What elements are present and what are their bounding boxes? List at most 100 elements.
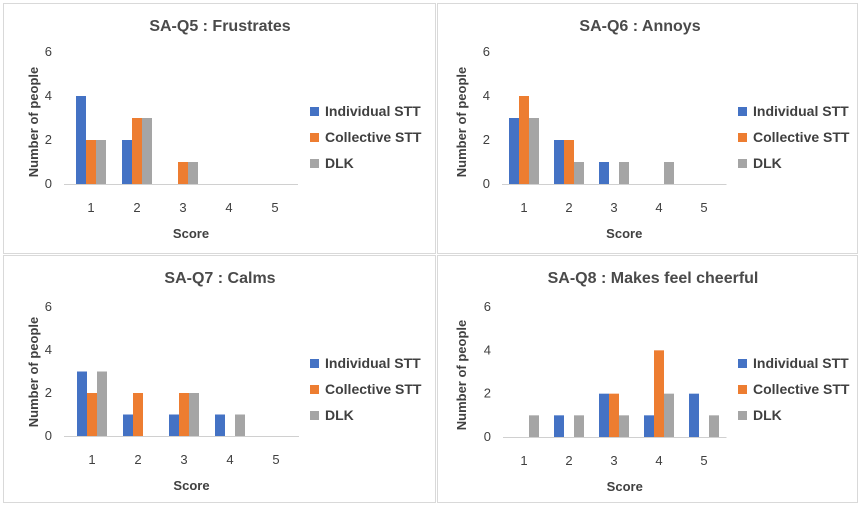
x-tick-label: 5 (700, 453, 707, 468)
legend-label-collective: Collective STT (325, 129, 422, 145)
bar-collective-score-3 (178, 162, 188, 184)
bar-dlk-score-2 (142, 118, 152, 184)
bar-collective-score-1 (519, 96, 529, 184)
x-tick-label: 5 (271, 200, 278, 215)
legend-swatch-dlk (738, 159, 747, 168)
legend-swatch-collective (738, 385, 747, 394)
bar-individual-score-3 (599, 393, 609, 437)
y-tick-label: 4 (484, 342, 491, 357)
bar-collective-score-1 (87, 393, 97, 436)
legend-label-collective: Collective STT (325, 381, 422, 397)
bar-dlk-score-3 (189, 393, 199, 436)
legend-label-dlk: DLK (325, 407, 354, 423)
bar-individual-score-4 (644, 415, 654, 437)
chart-panel-q8: SA-Q8 : Makes feel cheerful 0 2 4 6 1 2 3 4 5 Scor… (454, 270, 850, 494)
bar-dlk-score-5 (709, 415, 719, 437)
x-tick-label: 4 (226, 452, 233, 467)
bar-individual-score-4 (215, 414, 225, 436)
bar-dlk-score-1 (97, 371, 107, 436)
y-tick-label: 4 (45, 88, 52, 103)
x-tick-label: 4 (655, 200, 662, 215)
bar-collective-score-2 (133, 393, 143, 436)
legend-label-individual: Individual STT (325, 103, 421, 119)
y-tick-label: 0 (45, 176, 52, 191)
chart-title: SA-Q5 : Frustrates (149, 18, 290, 35)
legend-swatch-collective (310, 133, 319, 142)
legend-swatch-dlk (310, 159, 319, 168)
bar-dlk-score-1 (529, 118, 539, 184)
bar-dlk-score-4 (664, 162, 674, 184)
panel-border-q8 (437, 255, 858, 503)
bar-individual-score-1 (77, 371, 87, 436)
x-axis-title: Score (606, 226, 642, 241)
x-tick-label: 1 (520, 200, 527, 215)
bar-dlk-score-2 (574, 415, 584, 437)
bar-individual-score-1 (76, 96, 86, 184)
chart-panel-q7: SA-Q7 : Calms 0 2 4 6 1 2 3 4 5 Score Number of peo… (26, 270, 422, 493)
y-tick-label: 2 (45, 385, 52, 400)
bar-dlk-score-1 (529, 415, 539, 437)
panel-border-q7 (3, 255, 436, 503)
legend-label-dlk: DLK (753, 155, 782, 171)
x-tick-label: 1 (88, 452, 95, 467)
x-tick-label: 3 (610, 200, 617, 215)
y-axis-title: Number of people (26, 67, 41, 178)
y-tick-label: 4 (483, 88, 490, 103)
x-tick-label: 3 (610, 453, 617, 468)
chart-panel-q6: SA-Q6 : Annoys 0 2 4 6 1 2 3 4 5 Score Number of pe… (454, 18, 850, 241)
x-tick-label: 5 (700, 200, 707, 215)
bar-collective-score-2 (564, 140, 574, 184)
bar-individual-score-1 (509, 118, 519, 184)
legend-label-dlk: DLK (325, 155, 354, 171)
x-tick-label: 2 (565, 453, 572, 468)
bar-dlk-score-4 (664, 393, 674, 437)
y-tick-label: 0 (484, 429, 491, 444)
legend-label-dlk: DLK (753, 407, 782, 423)
y-tick-label: 6 (483, 44, 490, 59)
y-axis-title: Number of people (26, 317, 41, 428)
chart-title: SA-Q7 : Calms (164, 270, 275, 287)
bar-dlk-score-3 (188, 162, 198, 184)
bar-individual-score-2 (122, 140, 132, 184)
x-axis-title: Score (607, 479, 643, 494)
y-tick-label: 6 (45, 299, 52, 314)
y-tick-label: 2 (45, 132, 52, 147)
x-axis-title: Score (173, 226, 209, 241)
bar-individual-score-3 (599, 162, 609, 184)
bar-collective-score-4 (654, 350, 664, 437)
legend-swatch-collective (738, 133, 747, 142)
x-tick-label: 2 (133, 200, 140, 215)
x-tick-label: 4 (225, 200, 232, 215)
x-tick-label: 2 (134, 452, 141, 467)
x-tick-label: 1 (520, 453, 527, 468)
x-tick-label: 2 (565, 200, 572, 215)
legend-swatch-collective (310, 385, 319, 394)
bar-dlk-score-3 (619, 415, 629, 437)
y-tick-label: 0 (483, 176, 490, 191)
y-axis-title: Number of people (454, 67, 469, 178)
y-axis-title: Number of people (454, 320, 469, 431)
x-tick-label: 3 (180, 452, 187, 467)
legend-swatch-dlk (310, 411, 319, 420)
x-tick-label: 3 (179, 200, 186, 215)
x-axis-title: Score (173, 478, 209, 493)
bar-collective-score-3 (179, 393, 189, 436)
y-tick-label: 4 (45, 342, 52, 357)
bar-dlk-score-2 (574, 162, 584, 184)
y-tick-label: 2 (483, 132, 490, 147)
panel-border-q6 (437, 3, 858, 254)
legend-label-individual: Individual STT (325, 355, 421, 371)
bar-individual-score-2 (123, 414, 133, 436)
legend-swatch-dlk (738, 411, 747, 420)
x-tick-label: 5 (272, 452, 279, 467)
bar-dlk-score-4 (235, 414, 245, 436)
panel-border-q5 (3, 3, 436, 254)
x-tick-label: 4 (655, 453, 662, 468)
legend-label-individual: Individual STT (753, 103, 849, 119)
y-tick-label: 6 (484, 299, 491, 314)
legend-label-collective: Collective STT (753, 381, 850, 397)
bar-collective-score-3 (609, 393, 619, 437)
bar-individual-score-3 (169, 414, 179, 436)
bar-collective-score-1 (86, 140, 96, 184)
